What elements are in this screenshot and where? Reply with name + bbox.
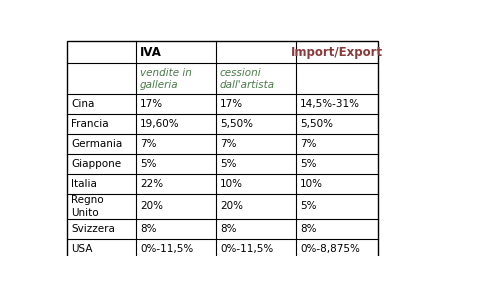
Text: 22%: 22% [140,179,163,189]
Text: 20%: 20% [140,201,163,211]
Text: 5%: 5% [300,159,316,169]
Text: IVA: IVA [140,46,162,59]
Text: 7%: 7% [220,139,237,149]
Text: 8%: 8% [140,223,156,234]
Text: Svizzera: Svizzera [71,223,115,234]
Text: 20%: 20% [220,201,243,211]
Text: 8%: 8% [220,223,237,234]
Text: 5%: 5% [220,159,237,169]
Text: 5%: 5% [300,201,316,211]
Text: 0%-11,5%: 0%-11,5% [140,244,193,253]
Text: 8%: 8% [300,223,316,234]
Text: Giappone: Giappone [71,159,121,169]
Text: USA: USA [71,244,93,253]
Text: 14,5%-31%: 14,5%-31% [300,99,360,109]
Text: cessioni
dall'artista: cessioni dall'artista [220,68,275,90]
Text: 10%: 10% [300,179,323,189]
Text: 17%: 17% [140,99,163,109]
Text: Cina: Cina [71,99,95,109]
Text: vendite in
galleria: vendite in galleria [140,68,192,90]
Text: 5,50%: 5,50% [300,119,333,129]
Text: Italia: Italia [71,179,97,189]
Text: 5%: 5% [140,159,156,169]
Text: 7%: 7% [140,139,156,149]
Text: 0%-8,875%: 0%-8,875% [300,244,360,253]
Text: Francia: Francia [71,119,109,129]
Text: Germania: Germania [71,139,122,149]
Text: Regno
Unito: Regno Unito [71,195,104,218]
Text: 7%: 7% [300,139,316,149]
Bar [67,41,378,259]
Text: 17%: 17% [220,99,243,109]
Text: 0%-11,5%: 0%-11,5% [220,244,273,253]
Text: 19,60%: 19,60% [140,119,180,129]
Text: 5,50%: 5,50% [220,119,253,129]
Text: 10%: 10% [220,179,243,189]
Text: Import/Export: Import/Export [291,46,383,59]
